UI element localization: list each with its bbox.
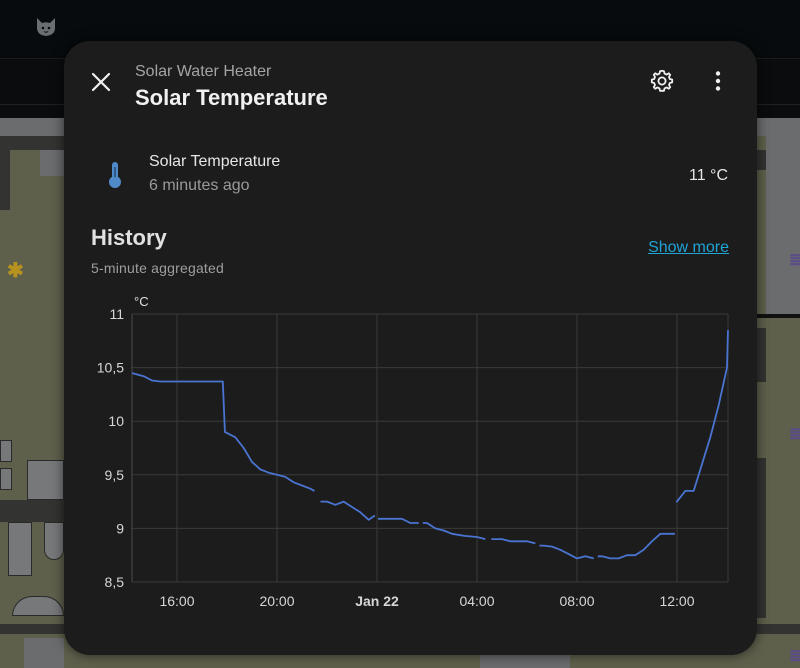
y-axis-unit: °C bbox=[134, 294, 149, 309]
floorplan-bath bbox=[12, 596, 64, 616]
floorplan-wall bbox=[0, 150, 10, 210]
floorplan-fixture bbox=[27, 460, 64, 500]
history-chart[interactable]: 11 10,5 10 9,5 9 8,5 16:00 20:00 Jan 22 04:00 08:0… bbox=[64, 286, 757, 626]
radiator-icon[interactable]: ≣ bbox=[789, 252, 800, 269]
dots-vertical-icon bbox=[715, 71, 721, 91]
entity-state: 11 °C bbox=[688, 167, 728, 184]
close-button[interactable] bbox=[86, 67, 116, 97]
y-tick-label: 9,5 bbox=[105, 467, 125, 483]
floorplan-wall bbox=[0, 136, 64, 150]
x-tick-label: 20:00 bbox=[259, 593, 294, 609]
dialog-title: Solar Temperature bbox=[135, 85, 328, 110]
more-options-button[interactable] bbox=[706, 67, 730, 95]
thermometer-icon bbox=[109, 162, 121, 188]
floorplan-wall bbox=[756, 458, 766, 618]
gear-icon bbox=[650, 69, 674, 92]
show-more-link[interactable]: Show more bbox=[648, 239, 729, 256]
floorplan-wall bbox=[0, 500, 64, 522]
floorplan-room bbox=[766, 118, 800, 314]
floorplan-room bbox=[24, 638, 64, 668]
radiator-icon[interactable]: ≣ bbox=[789, 648, 800, 665]
floorplan-wall bbox=[756, 314, 800, 318]
y-tick-label: 10 bbox=[108, 413, 124, 429]
history-heading: History bbox=[91, 225, 167, 250]
y-tick-label: 8,5 bbox=[105, 574, 125, 590]
entity-name: Solar Temperature bbox=[149, 153, 281, 170]
floorplan-wall bbox=[756, 150, 766, 170]
entity-row[interactable]: Solar Temperature 6 minutes ago 11 °C bbox=[92, 147, 732, 207]
x-tick-label: 16:00 bbox=[159, 593, 194, 609]
line-chart[interactable]: 11 10,5 10 9,5 9 8,5 16:00 20:00 Jan 22 04:00 08:0… bbox=[64, 286, 757, 626]
y-tick-label: 9 bbox=[116, 520, 124, 536]
floorplan-fixture bbox=[8, 522, 32, 576]
floorplan-room bbox=[40, 150, 64, 176]
close-icon bbox=[91, 72, 111, 92]
floorplan-wall bbox=[756, 328, 766, 382]
more-info-dialog: Solar Water Heater Solar Temperature Sol… bbox=[64, 41, 757, 655]
x-tick-label: Jan 22 bbox=[355, 593, 399, 609]
y-tick-label: 10,5 bbox=[97, 360, 124, 376]
x-tick-label: 08:00 bbox=[559, 593, 594, 609]
x-tick-label: 04:00 bbox=[459, 593, 494, 609]
radiator-icon[interactable]: ≣ bbox=[789, 426, 800, 443]
cat-icon[interactable] bbox=[34, 16, 58, 38]
x-tick-label: 12:00 bbox=[659, 593, 694, 609]
dialog-subtitle: Solar Water Heater bbox=[135, 63, 272, 80]
y-tick-label: 11 bbox=[109, 306, 124, 322]
history-aggregation-label: 5-minute aggregated bbox=[91, 260, 224, 276]
temperature-series-line[interactable] bbox=[131, 330, 729, 560]
floorplan-toilet bbox=[44, 522, 64, 560]
settings-button[interactable] bbox=[648, 67, 676, 95]
floorplan-fixture bbox=[0, 468, 12, 490]
entity-last-changed: 6 minutes ago bbox=[149, 177, 250, 194]
light-bulb-icon[interactable]: ✱ bbox=[7, 260, 24, 282]
floorplan-fixture bbox=[0, 440, 12, 462]
